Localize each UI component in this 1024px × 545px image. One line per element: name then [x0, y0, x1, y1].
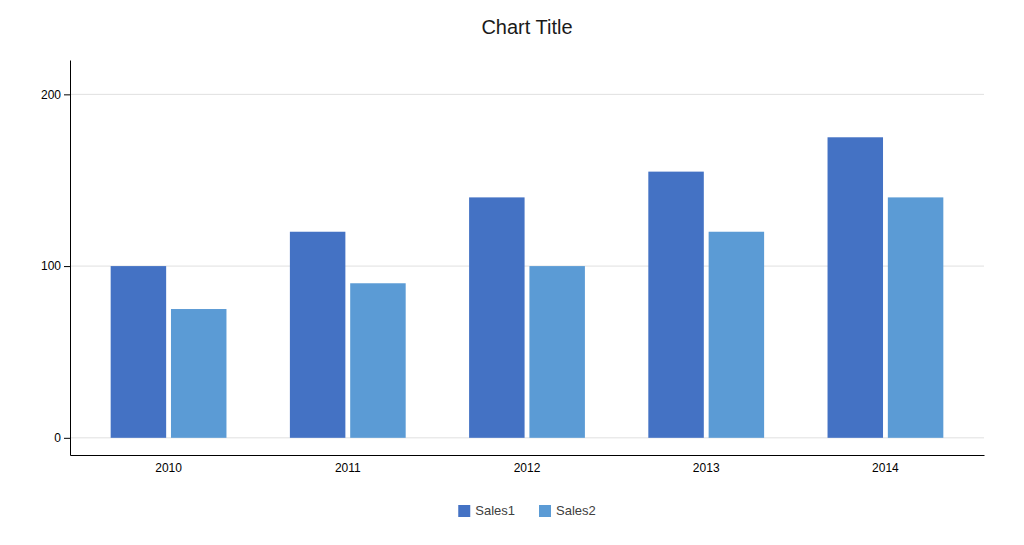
grid-line — [70, 94, 984, 95]
grid — [70, 94, 984, 437]
legend-item: Sales2 — [539, 503, 596, 518]
y-tick-label: 100 — [41, 259, 61, 273]
x-axis-line — [71, 455, 985, 456]
y-tick: 100 — [41, 259, 70, 273]
bar — [469, 197, 524, 437]
x-tick-label: 2012 — [514, 461, 541, 475]
legend-swatch — [539, 505, 551, 517]
x-tick: 2010 — [155, 461, 182, 475]
x-tick-label: 2014 — [872, 461, 899, 475]
legend-swatch — [458, 505, 470, 517]
plot-area: 0 100 200 2010 2011 2012 2013 2014 — [41, 61, 985, 476]
bars — [111, 137, 944, 438]
y-tick-mark — [64, 438, 70, 439]
bar-series — [111, 137, 883, 438]
legend-label: Sales1 — [475, 503, 515, 518]
legend-label: Sales2 — [556, 503, 596, 518]
y-tick: 200 — [41, 88, 70, 102]
bar — [529, 266, 584, 438]
y-axis-line — [70, 61, 71, 456]
y-tick: 0 — [54, 431, 70, 445]
bar — [171, 309, 226, 438]
x-tick: 2014 — [872, 461, 899, 475]
bar-series — [171, 197, 943, 437]
y-tick-mark — [64, 94, 70, 95]
x-tick-label: 2013 — [693, 461, 720, 475]
bar — [350, 283, 405, 438]
chart-svg: 0 100 200 2010 2011 2012 2013 2014 Chart Title Sa… — [0, 0, 1024, 545]
bar — [888, 197, 943, 437]
legend: Sales1 Sales2 — [458, 503, 596, 518]
bar — [290, 232, 345, 438]
bar — [709, 232, 764, 438]
bar — [648, 172, 703, 438]
chart-title: Chart Title — [481, 16, 572, 38]
y-tick-label: 200 — [41, 88, 61, 102]
x-tick-label: 2011 — [335, 461, 361, 475]
y-tick-label: 0 — [54, 431, 61, 445]
bar — [828, 137, 883, 438]
bar — [111, 266, 166, 438]
y-tick-mark — [64, 266, 70, 267]
legend-item: Sales1 — [458, 503, 515, 518]
x-tick: 2013 — [693, 461, 720, 475]
x-tick-label: 2010 — [155, 461, 182, 475]
x-tick: 2012 — [514, 461, 541, 475]
y-axis: 0 100 200 — [41, 61, 71, 456]
x-axis: 2010 2011 2012 2013 2014 — [71, 456, 985, 476]
x-tick: 2011 — [335, 461, 361, 475]
